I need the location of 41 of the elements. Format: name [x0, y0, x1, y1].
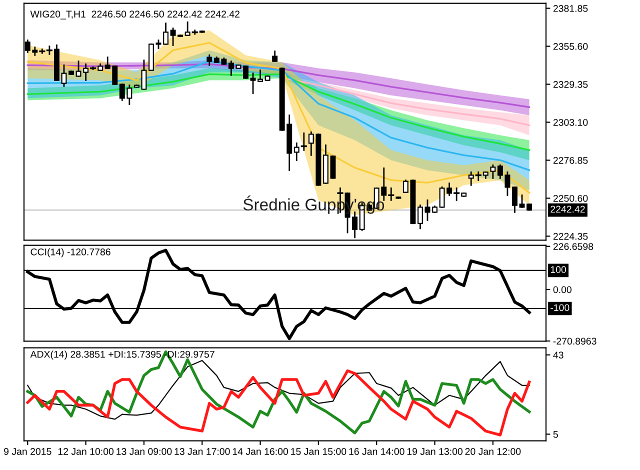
candlestick — [243, 66, 248, 79]
line-series — [27, 360, 530, 420]
x-tick-label: 15 Jan 15:00 — [291, 448, 346, 455]
candlestick — [163, 22, 169, 45]
y-tick-label: -270.8963 — [553, 338, 596, 345]
x-tick-label: 19 Jan 13:00 — [407, 448, 462, 455]
line-series — [26, 63, 530, 108]
candlestick — [424, 200, 430, 221]
y-tick-label: 2224.35 — [553, 232, 588, 240]
x-tick-label: 14 Jan 16:00 — [232, 448, 288, 455]
candlestick — [258, 70, 264, 82]
line-series — [26, 73, 530, 151]
y-tick-label: 5 — [553, 431, 558, 438]
line-series — [26, 369, 531, 436]
ref-line-label: 2242.42 — [550, 206, 585, 213]
y-tick-label: 2329.35 — [553, 80, 588, 88]
y-tick-label: 2303.10 — [553, 118, 588, 126]
candlestick — [250, 72, 256, 94]
x-tick-label: 13 Jan 09:00 — [116, 448, 172, 455]
line-series — [26, 350, 531, 434]
x-tick-label: 20 Jan 12:00 — [465, 448, 521, 455]
x-tick-label: 12 Jan 10:00 — [58, 448, 114, 455]
y-tick-label: 43 — [553, 352, 564, 359]
y-tick-label: 2355.60 — [553, 43, 588, 50]
y-tick-label: 2250.60 — [553, 194, 588, 202]
x-tick-label: 9 Jan 2015 — [4, 448, 52, 455]
candlestick — [417, 204, 423, 230]
text: WIG20_T,H1 2246.50 2246.50 2242.42 2242.42 — [30, 10, 240, 20]
ref-line-label: 100 — [550, 266, 566, 274]
y-tick-label: 2381.85 — [553, 5, 588, 12]
candlestick — [519, 194, 525, 208]
ref-line-label: -100 — [550, 304, 570, 312]
candlestick — [272, 50, 278, 62]
chart-title: CCI(14) -120.7786 — [30, 248, 110, 258]
y-tick-label: 2276.85 — [553, 156, 588, 164]
x-tick-label: 16 Jan 14:00 — [349, 448, 404, 455]
y-tick-label: 226.6598 — [553, 243, 594, 250]
candlestick — [206, 54, 212, 66]
x-tick-label: 13 Jan 17:00 — [174, 448, 230, 455]
candlestick — [512, 186, 518, 213]
y-tick-label: 0.00 — [553, 286, 572, 294]
